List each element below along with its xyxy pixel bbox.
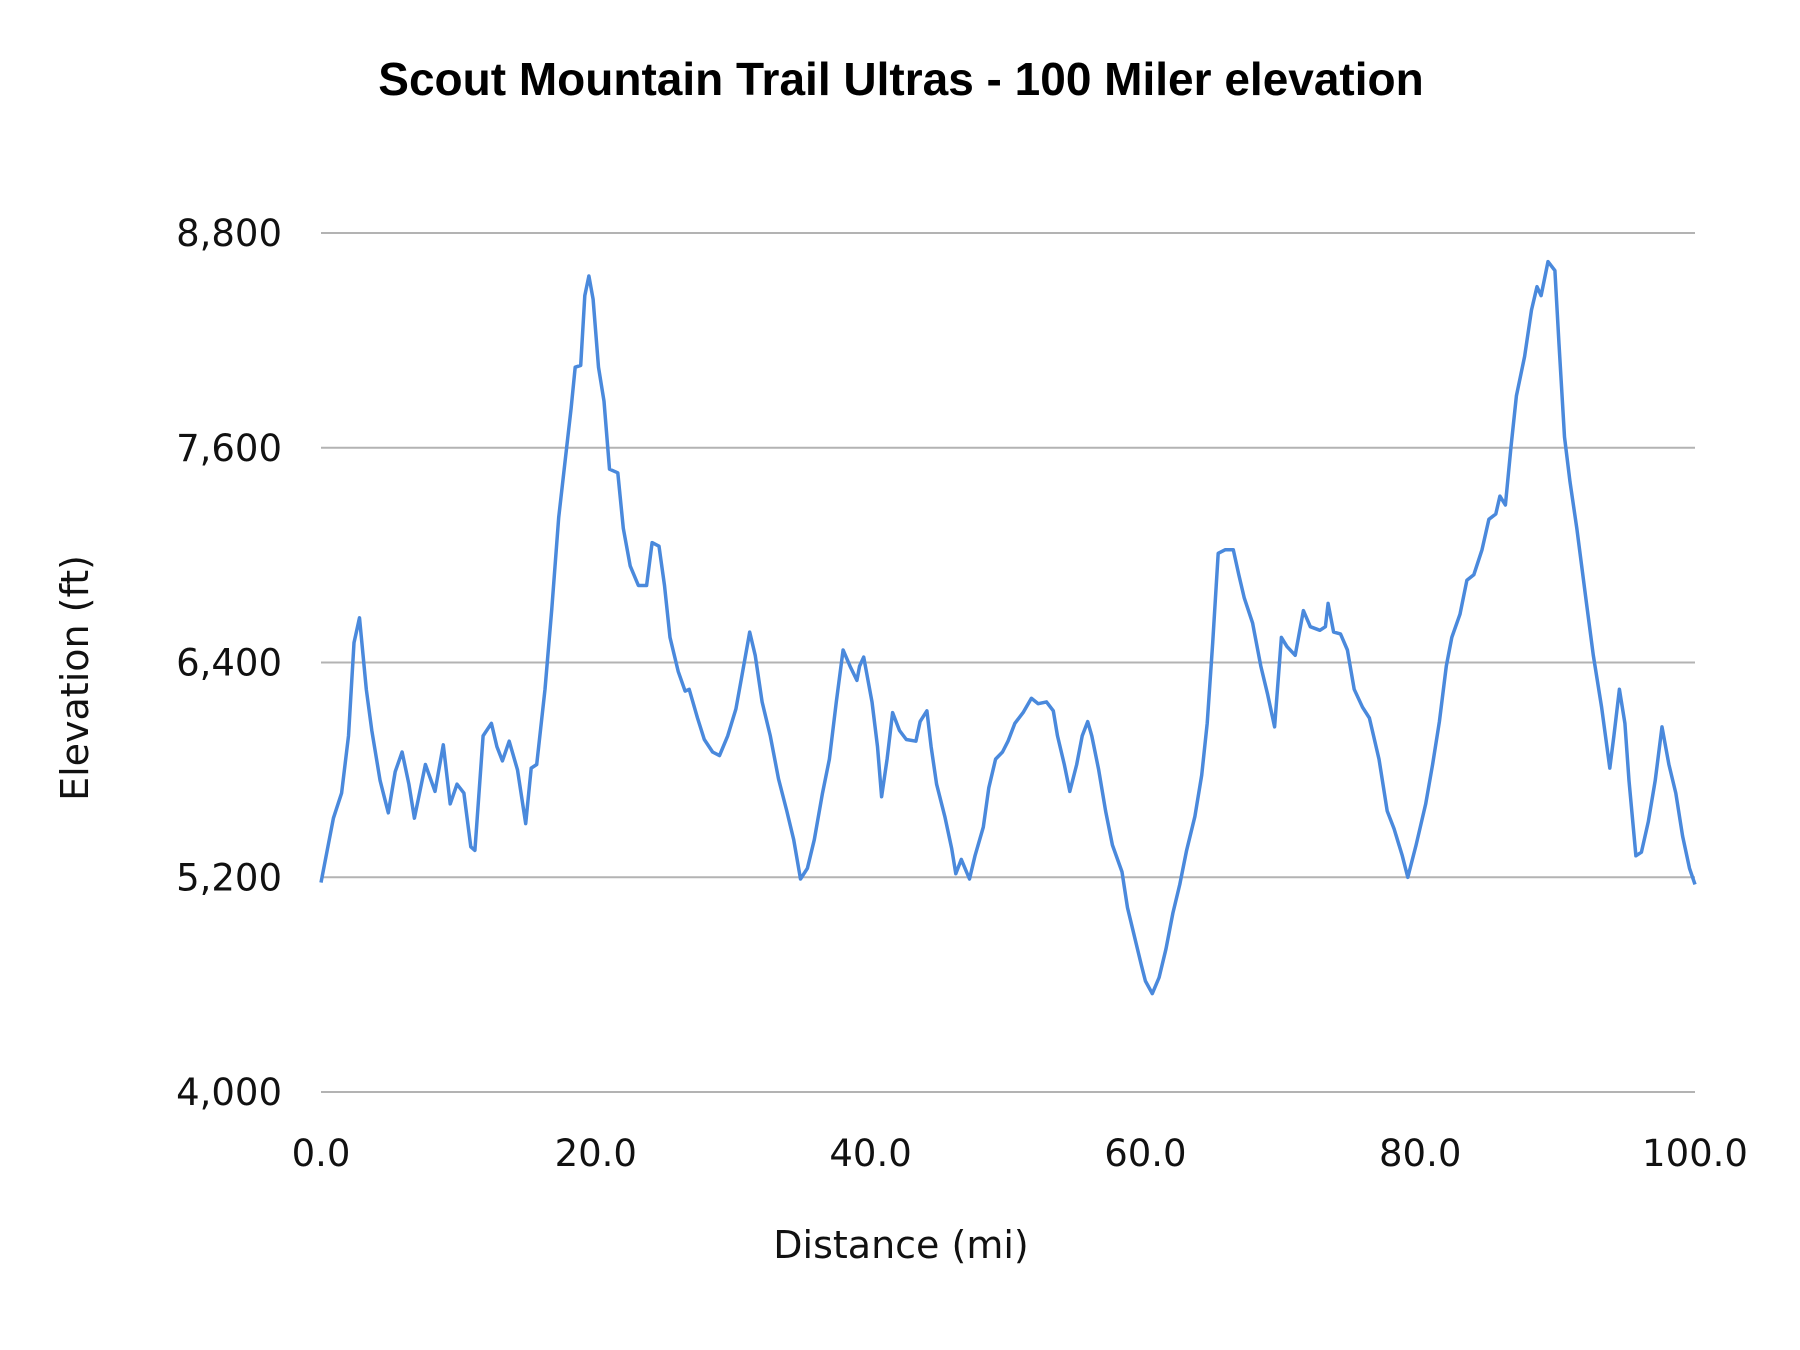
y-tick-label: 6,400 (176, 642, 282, 685)
gridlines (321, 232, 1695, 1093)
chart-title: Scout Mountain Trail Ultras - 100 Miler … (378, 53, 1423, 105)
x-tick-label: 20.0 (555, 1132, 637, 1175)
y-tick-label: 7,600 (176, 427, 282, 470)
x-tick-label: 100.0 (1642, 1132, 1748, 1175)
x-axis-label: Distance (mi) (773, 1223, 1028, 1267)
y-axis-ticks: 4,000 5,200 6,400 7,600 8,800 (176, 212, 282, 1114)
x-axis-ticks: 0.0 20.0 40.0 60.0 80.0 100.0 (292, 1132, 1748, 1175)
y-tick-label: 5,200 (176, 856, 282, 899)
series-line-elevation (319, 259, 1697, 996)
x-tick-label: 60.0 (1104, 1132, 1186, 1175)
y-axis-label: Elevation (ft) (53, 555, 97, 801)
x-tick-label: 40.0 (829, 1132, 911, 1175)
x-tick-label: 0.0 (292, 1132, 351, 1175)
y-tick-label: 8,800 (176, 212, 282, 255)
x-tick-label: 80.0 (1379, 1132, 1461, 1175)
y-tick-label: 4,000 (176, 1071, 282, 1114)
